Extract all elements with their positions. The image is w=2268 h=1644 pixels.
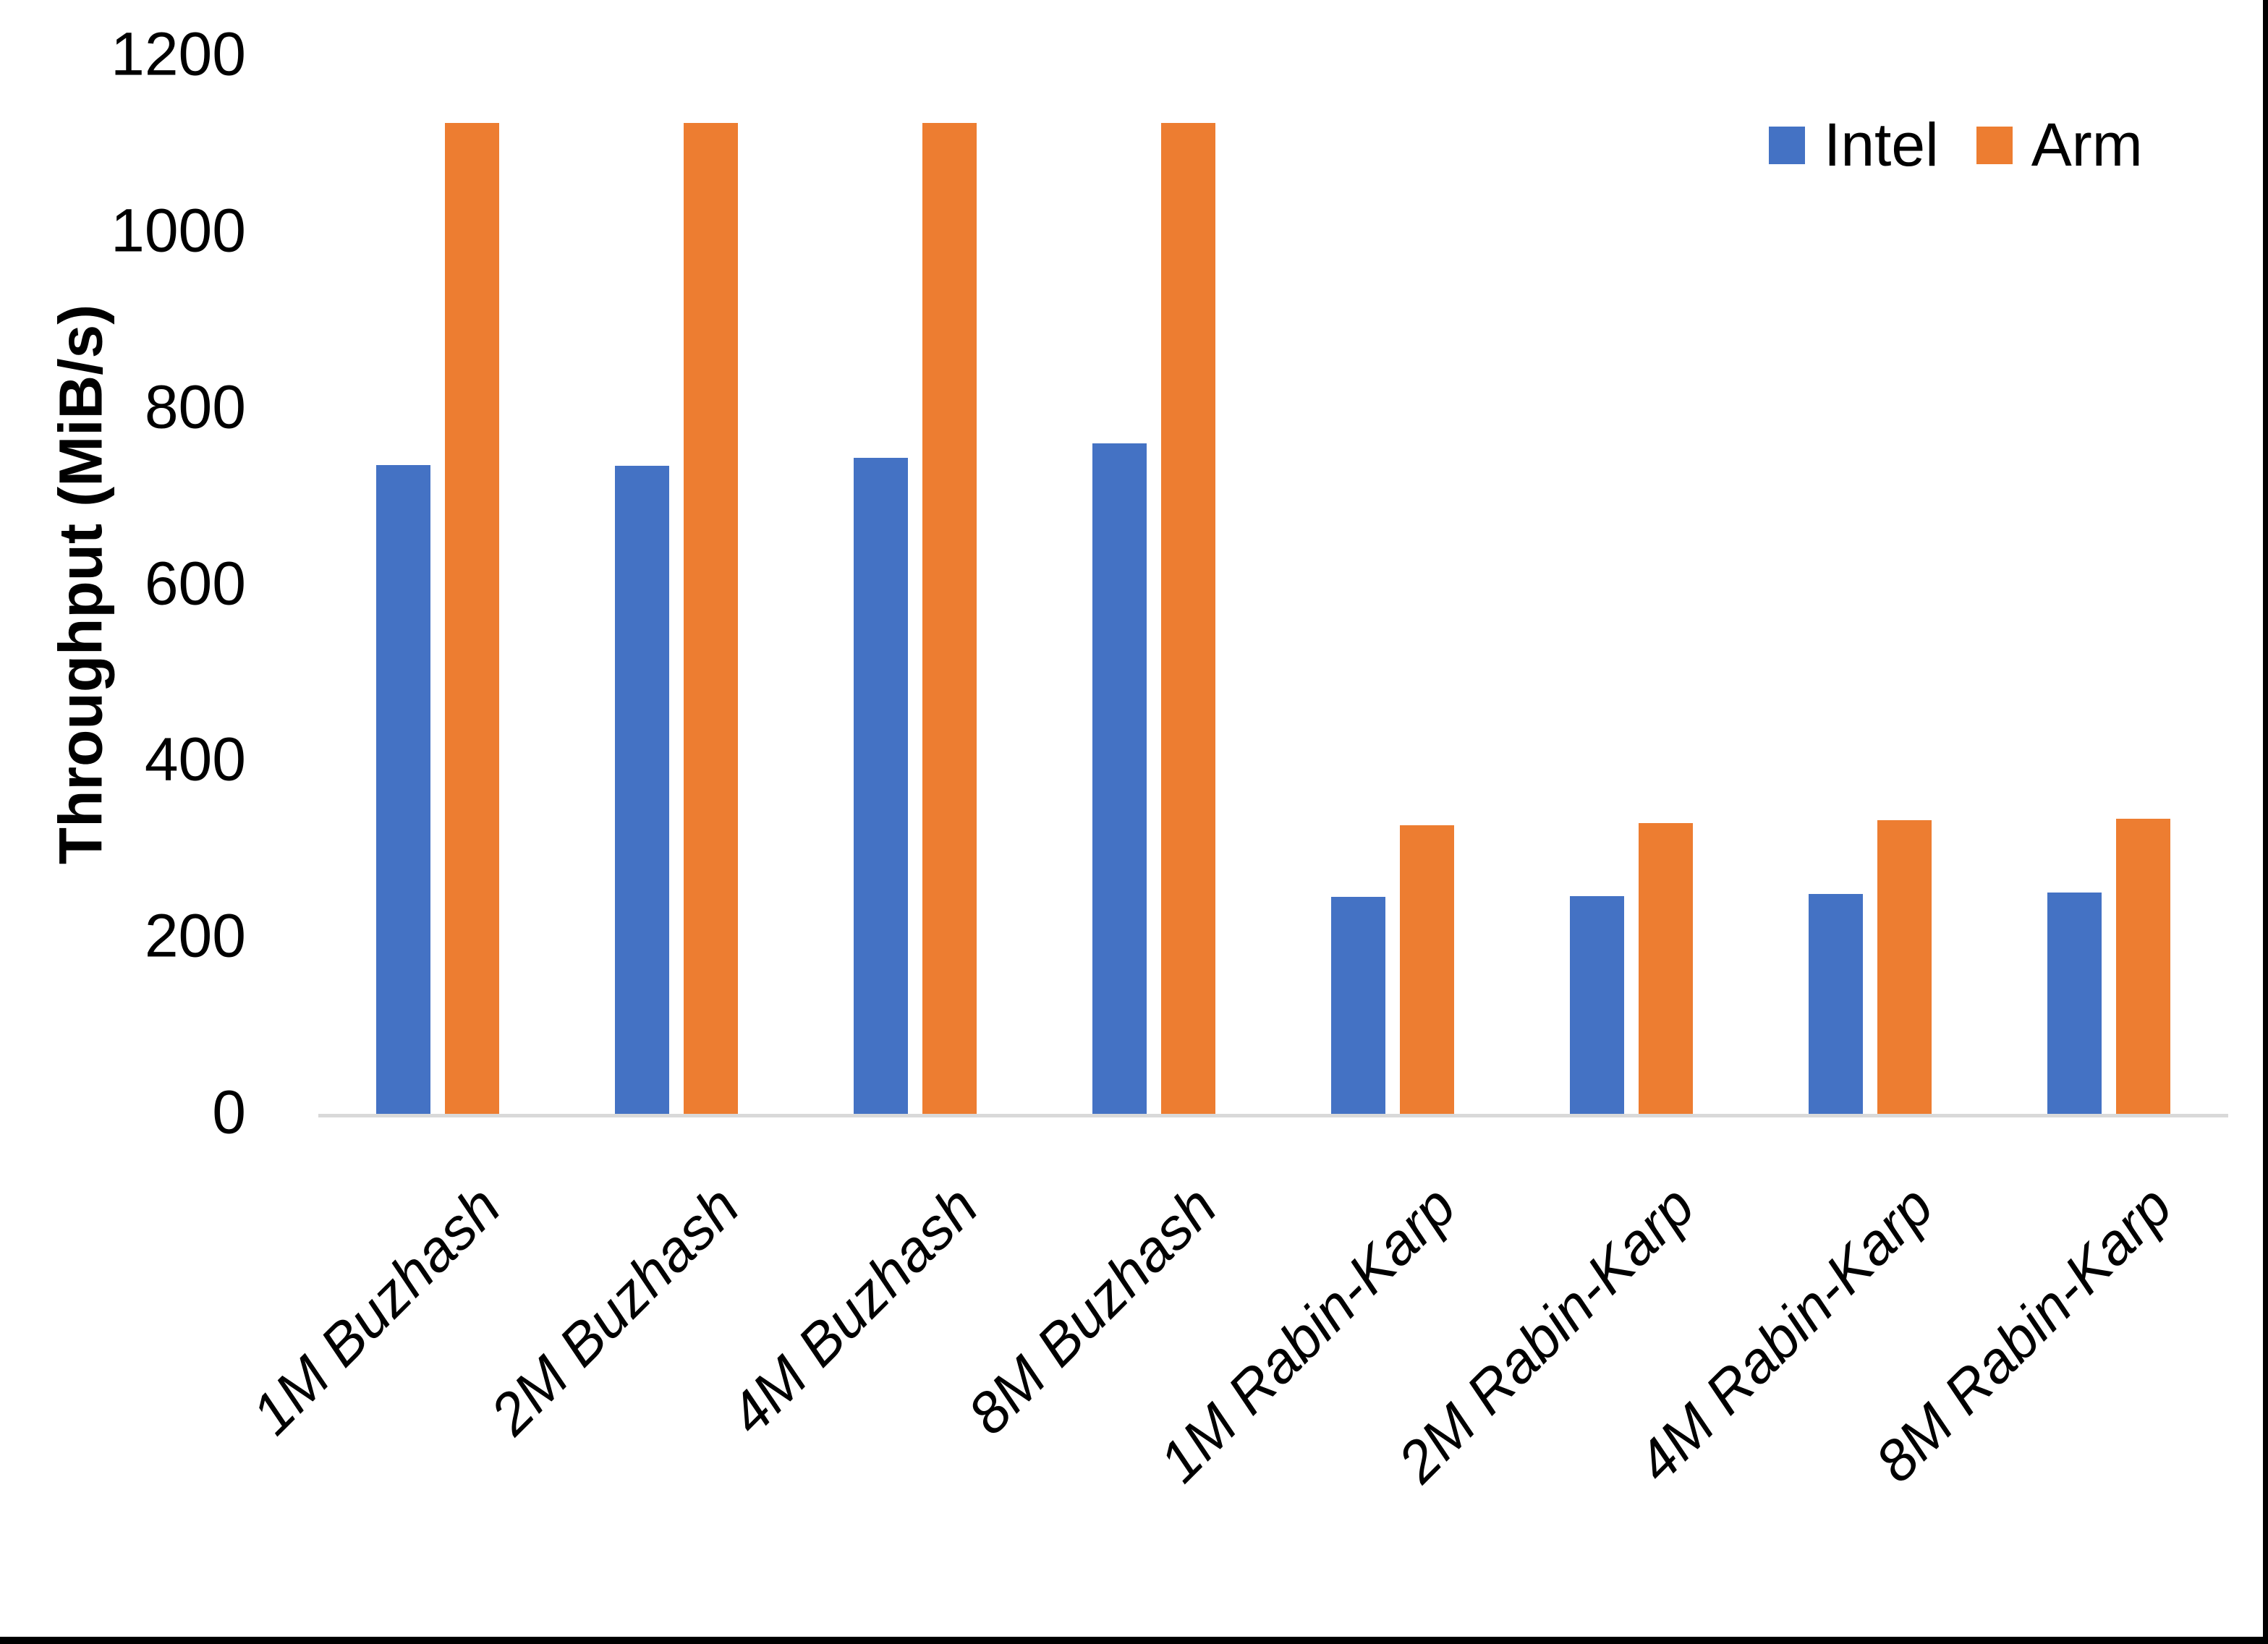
bar-group [1512,56,1751,1114]
y-axis-tick-label: 200 [144,901,246,970]
bar-group [557,56,796,1114]
arm-bar [1639,822,1693,1114]
bar-group [1035,56,1273,1114]
y-axis-tick-label: 0 [212,1078,246,1146]
bar-group [1273,56,1512,1114]
arm-bar [1877,820,1932,1114]
intel-bar [615,465,669,1114]
intel-bar [2047,893,2102,1114]
right-border [2263,0,2268,1644]
legend: Intel Arm [1769,110,2143,180]
y-axis-tick-label: 400 [144,725,246,793]
plot-area [318,56,2228,1117]
x-axis-category-label: 1M Buzhash [239,1173,513,1447]
arm-bar [684,122,738,1114]
legend-swatch-arm-icon [1976,126,2013,164]
arm-bar [1400,825,1454,1114]
y-axis-tick-label: 600 [144,549,246,618]
intel-bar [854,457,908,1114]
arm-bar [2116,818,2170,1114]
intel-bar [376,464,430,1114]
legend-label-arm: Arm [2031,111,2143,179]
bar-group [1989,56,2228,1114]
intel-bar [1092,443,1147,1114]
x-axis-category-label: 2M Buzhash [478,1173,752,1447]
legend-swatch-intel-icon [1769,126,1805,164]
arm-bar [922,122,977,1114]
arm-bar [445,122,499,1114]
bar-group [1751,56,1989,1114]
intel-bar [1809,894,1863,1114]
legend-item-intel: Intel [1769,110,1939,180]
bar-group [796,56,1035,1114]
y-axis-tick-label: 800 [144,372,246,441]
intel-bar [1331,897,1385,1114]
bottom-border [0,1637,2268,1644]
y-axis-tick-label: 1000 [111,196,246,265]
y-axis-title: Throughput (MiB/s) [46,304,115,865]
arm-bar [1161,122,1215,1114]
legend-label-intel: Intel [1824,111,1939,179]
bar-group [318,56,557,1114]
x-axis-category-label: 4M Buzhash [717,1173,990,1447]
legend-item-arm: Arm [1976,110,2143,180]
intel-bar [1570,895,1624,1114]
y-axis-tick-label: 1200 [111,20,246,88]
